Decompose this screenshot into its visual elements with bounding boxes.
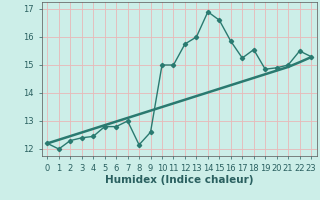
X-axis label: Humidex (Indice chaleur): Humidex (Indice chaleur) (105, 175, 253, 185)
